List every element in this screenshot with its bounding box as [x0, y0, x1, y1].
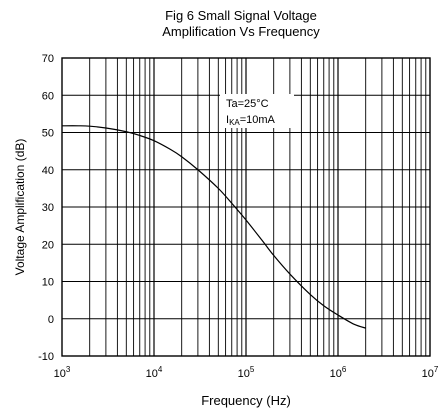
y-tick-label: 50: [42, 128, 54, 140]
x-tick-label: 107: [422, 365, 438, 380]
y-tick-labels: 70 60 50 40 30 20 10 0 -10: [38, 53, 54, 363]
chart-title-line-1: Fig 6 Small Signal Voltage: [165, 8, 317, 23]
x-tick-labels: 103 104 105 106 107: [54, 365, 438, 380]
annotation-background: [220, 94, 294, 128]
grid-lines: [62, 58, 430, 356]
annotation-current-symbol: I: [226, 114, 229, 126]
x-axis-label: Frequency (Hz): [201, 393, 291, 408]
y-tick-label: 20: [42, 239, 54, 251]
y-tick-label: 70: [42, 53, 54, 65]
y-tick-label: -10: [38, 351, 54, 363]
y-tick-label: 30: [42, 202, 54, 214]
y-tick-label: 60: [42, 90, 54, 102]
annotation-current-subscript: KA: [229, 118, 240, 127]
annotation-current-value: =10mA: [240, 114, 276, 126]
y-tick-label: 0: [48, 314, 54, 326]
plot-frame: [61, 57, 431, 357]
annotation-temperature: Ta=25°C: [226, 98, 269, 110]
chart-title-line-2: Amplification Vs Frequency: [162, 24, 320, 39]
annotation-cathode-current: IKA=10mA: [226, 114, 276, 127]
y-tick-label: 10: [42, 277, 54, 289]
y-axis-label: Voltage Amplification (dB): [13, 139, 27, 276]
x-tick-label: 104: [146, 365, 163, 380]
y-tick-label: 40: [42, 165, 54, 177]
amplification-curve: [61, 125, 366, 329]
x-tick-label: 106: [330, 365, 347, 380]
x-tick-label: 105: [238, 365, 255, 380]
x-tick-label: 103: [54, 365, 71, 380]
